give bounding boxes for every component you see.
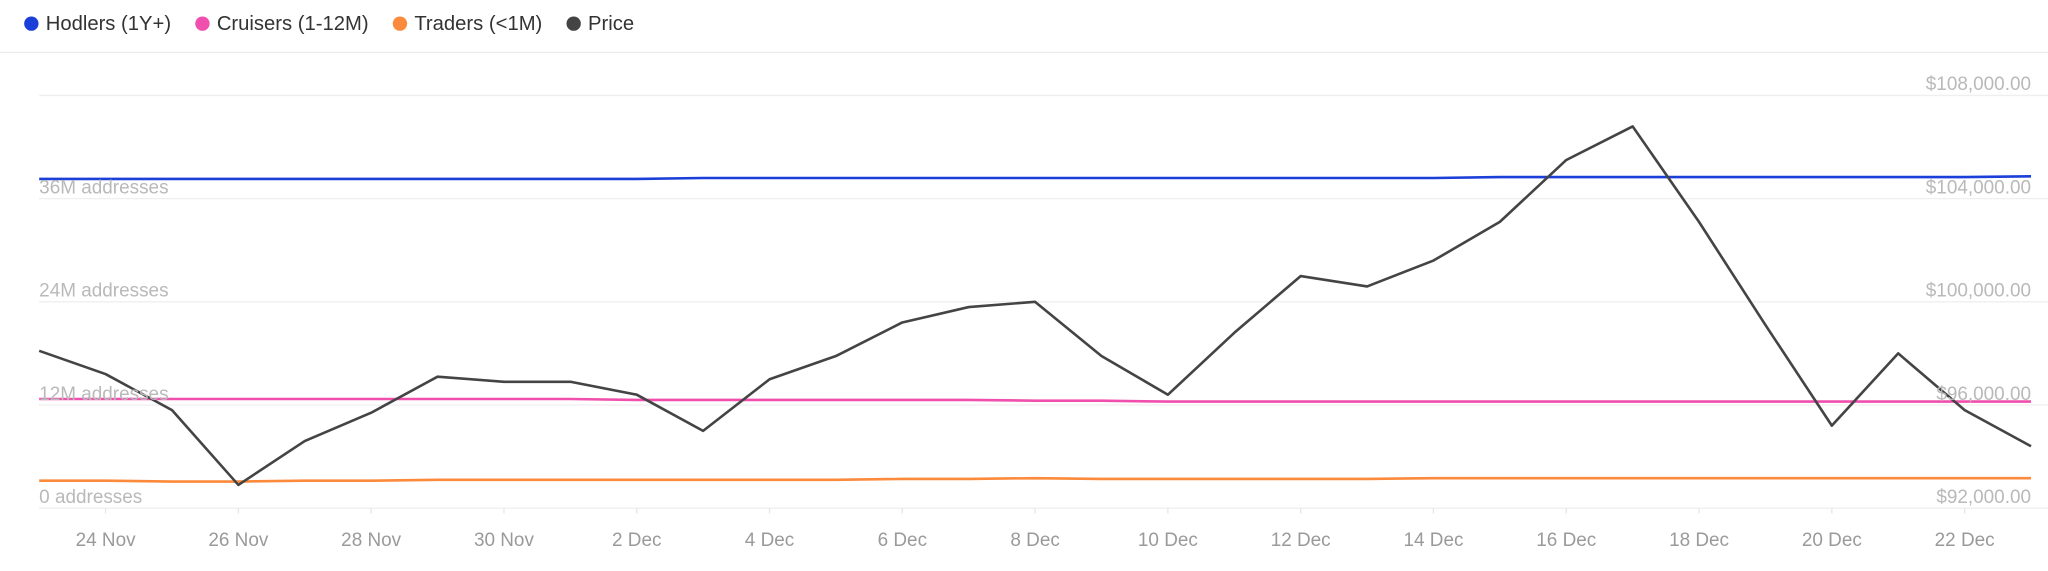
y2-tick-label: $100,000.00 bbox=[1926, 281, 2031, 302]
series-line bbox=[39, 175, 2032, 181]
x-tick-label: 16 Dec bbox=[1536, 530, 1596, 551]
x-tick-label: 26 Nov bbox=[208, 530, 268, 551]
series-line bbox=[38, 125, 2032, 487]
legend-marker bbox=[392, 16, 408, 31]
legend-label[interactable]: Price bbox=[588, 13, 634, 35]
x-tick-label: 6 Dec bbox=[878, 530, 927, 551]
y2-tick-label: $96,000.00 bbox=[1936, 384, 2031, 405]
x-tick-label: 10 Dec bbox=[1138, 530, 1198, 551]
legend-label[interactable]: Traders (<1M) bbox=[414, 13, 542, 35]
y-tick-label: 24M addresses bbox=[39, 281, 168, 302]
legend-marker bbox=[24, 16, 39, 31]
y-tick-label: 12M addresses bbox=[39, 384, 168, 405]
x-tick-label: 14 Dec bbox=[1403, 530, 1463, 551]
x-tick-label: 20 Dec bbox=[1802, 530, 1862, 551]
x-tick-label: 2 Dec bbox=[612, 530, 661, 551]
legend-marker bbox=[566, 16, 581, 31]
x-tick-label: 12 Dec bbox=[1271, 530, 1331, 551]
x-tick-label: 8 Dec bbox=[1010, 530, 1059, 551]
x-tick-label: 18 Dec bbox=[1669, 530, 1729, 551]
grid bbox=[39, 94, 2048, 509]
plot-area bbox=[38, 125, 2032, 487]
x-tick-label: 30 Nov bbox=[474, 530, 534, 551]
legend-label[interactable]: Hodlers (1Y+) bbox=[46, 13, 171, 35]
y2-tick-label: $92,000.00 bbox=[1936, 487, 2031, 508]
y-tick-label: 0 addresses bbox=[39, 487, 142, 508]
legend-marker bbox=[195, 16, 210, 31]
legend-label[interactable]: Cruisers (1-12M) bbox=[217, 13, 369, 35]
x-tick-label: 24 Nov bbox=[76, 530, 136, 551]
x-tick-label: 4 Dec bbox=[745, 530, 794, 551]
y2-tick-label: $104,000.00 bbox=[1926, 177, 2031, 198]
x-tick-label: 22 Dec bbox=[1935, 530, 1995, 551]
axis-labels: $92,000.00 $96,000.00 $100,000.00 $104,000.… bbox=[39, 74, 2031, 551]
x-tick-label: 28 Nov bbox=[341, 530, 401, 551]
series-line bbox=[39, 397, 2032, 403]
series-line bbox=[39, 476, 2032, 483]
y2-tick-label: $108,000.00 bbox=[1926, 74, 2031, 95]
legend: Hodlers (1Y+) Cruisers (1-12M) Traders (<1… bbox=[24, 13, 634, 35]
y-tick-label: 36M addresses bbox=[39, 177, 168, 198]
